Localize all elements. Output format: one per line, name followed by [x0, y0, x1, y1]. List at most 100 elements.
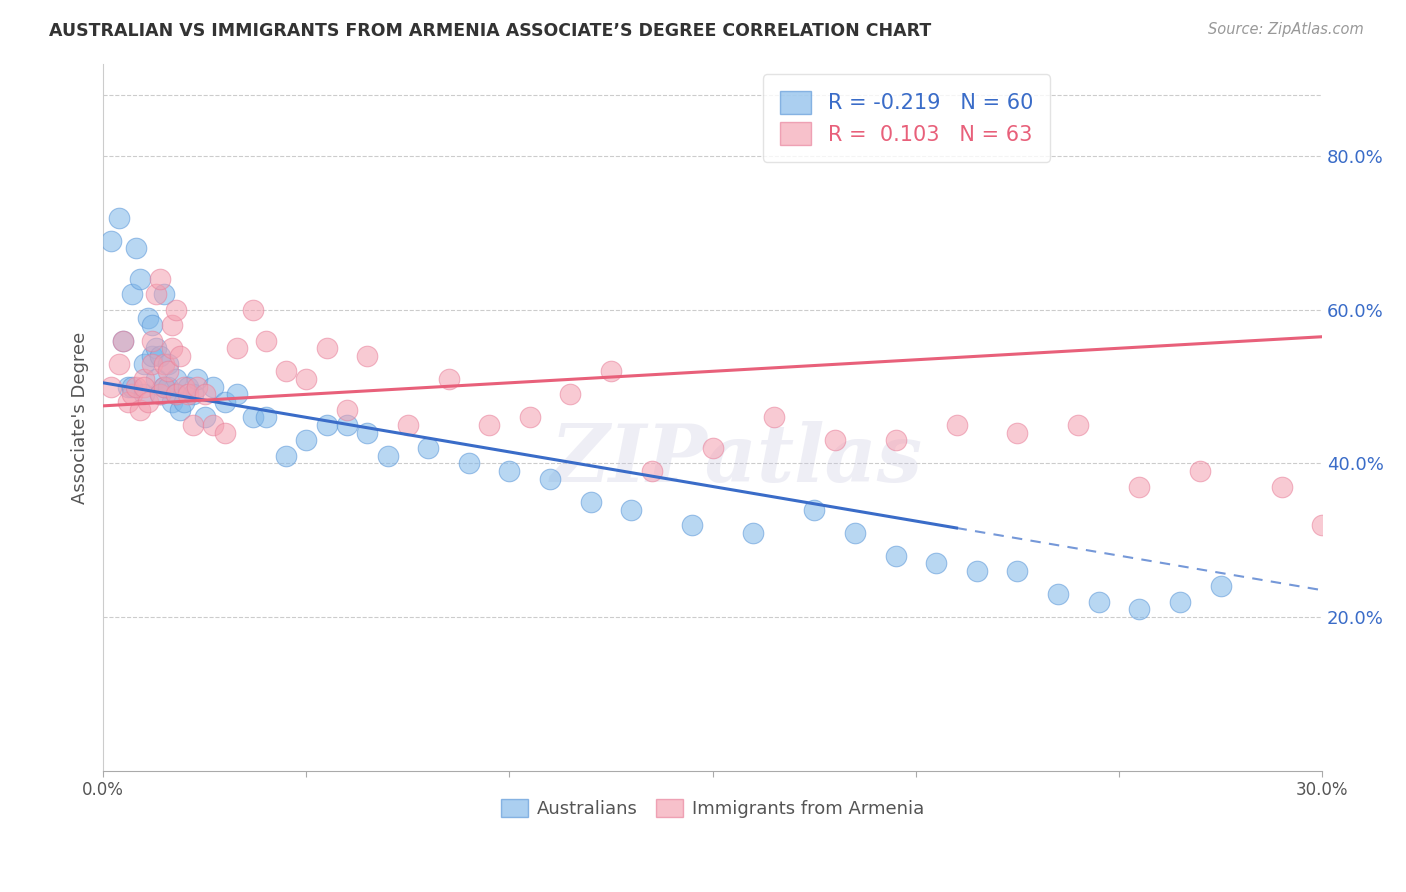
Point: [124, 241, 146, 255]
Point: [1189, 464, 1212, 478]
Point: [160, 341, 183, 355]
Point: [600, 364, 623, 378]
Point: [1310, 517, 1333, 532]
Point: [128, 402, 150, 417]
Point: [141, 318, 163, 333]
Point: [1128, 479, 1150, 493]
Point: [153, 379, 176, 393]
Point: [315, 341, 337, 355]
Point: [1168, 595, 1191, 609]
Point: [132, 387, 155, 401]
Point: [160, 395, 183, 409]
Point: [356, 349, 378, 363]
Point: [437, 372, 460, 386]
Point: [1047, 587, 1070, 601]
Point: [173, 395, 195, 409]
Point: [336, 402, 359, 417]
Text: ZIPatlas: ZIPatlas: [551, 421, 924, 499]
Point: [181, 418, 204, 433]
Text: Source: ZipAtlas.com: Source: ZipAtlas.com: [1208, 22, 1364, 37]
Point: [100, 379, 122, 393]
Point: [418, 441, 440, 455]
Point: [742, 525, 765, 540]
Point: [1271, 479, 1294, 493]
Point: [295, 372, 318, 386]
Point: [194, 387, 217, 401]
Point: [165, 387, 187, 401]
Point: [121, 387, 143, 401]
Point: [274, 449, 297, 463]
Point: [177, 387, 200, 401]
Point: [201, 418, 224, 433]
Point: [242, 302, 264, 317]
Point: [157, 364, 180, 378]
Point: [177, 379, 200, 393]
Point: [132, 372, 155, 386]
Point: [884, 549, 907, 563]
Point: [844, 525, 866, 540]
Point: [165, 372, 187, 386]
Point: [702, 441, 724, 455]
Point: [186, 372, 208, 386]
Legend: Australians, Immigrants from Armenia: Australians, Immigrants from Armenia: [494, 791, 932, 825]
Point: [165, 302, 187, 317]
Y-axis label: Associate's Degree: Associate's Degree: [72, 331, 89, 503]
Point: [141, 334, 163, 348]
Point: [153, 287, 176, 301]
Point: [762, 410, 785, 425]
Point: [315, 418, 337, 433]
Point: [945, 418, 967, 433]
Point: [165, 387, 187, 401]
Point: [108, 211, 131, 225]
Point: [1392, 449, 1406, 463]
Point: [149, 272, 172, 286]
Point: [396, 418, 419, 433]
Point: [214, 395, 236, 409]
Point: [100, 234, 122, 248]
Point: [173, 379, 195, 393]
Point: [925, 557, 948, 571]
Point: [254, 410, 277, 425]
Point: [181, 387, 204, 401]
Point: [194, 410, 217, 425]
Point: [336, 418, 359, 433]
Point: [356, 425, 378, 440]
Point: [149, 349, 172, 363]
Point: [169, 349, 191, 363]
Point: [1351, 525, 1374, 540]
Point: [242, 410, 264, 425]
Point: [966, 564, 988, 578]
Point: [620, 502, 643, 516]
Point: [681, 517, 703, 532]
Point: [560, 387, 582, 401]
Point: [132, 357, 155, 371]
Point: [112, 334, 135, 348]
Point: [274, 364, 297, 378]
Point: [153, 379, 176, 393]
Point: [141, 357, 163, 371]
Point: [1087, 595, 1109, 609]
Point: [117, 395, 139, 409]
Point: [1067, 418, 1090, 433]
Point: [157, 357, 180, 371]
Point: [186, 379, 208, 393]
Point: [121, 287, 143, 301]
Point: [226, 341, 249, 355]
Point: [141, 349, 163, 363]
Point: [149, 387, 172, 401]
Point: [136, 395, 159, 409]
Point: [457, 457, 479, 471]
Point: [132, 379, 155, 393]
Point: [124, 379, 146, 393]
Point: [377, 449, 399, 463]
Point: [519, 410, 541, 425]
Point: [214, 425, 236, 440]
Point: [254, 334, 277, 348]
Point: [226, 387, 249, 401]
Point: [498, 464, 520, 478]
Point: [201, 379, 224, 393]
Point: [295, 434, 318, 448]
Point: [641, 464, 664, 478]
Point: [117, 379, 139, 393]
Point: [149, 387, 172, 401]
